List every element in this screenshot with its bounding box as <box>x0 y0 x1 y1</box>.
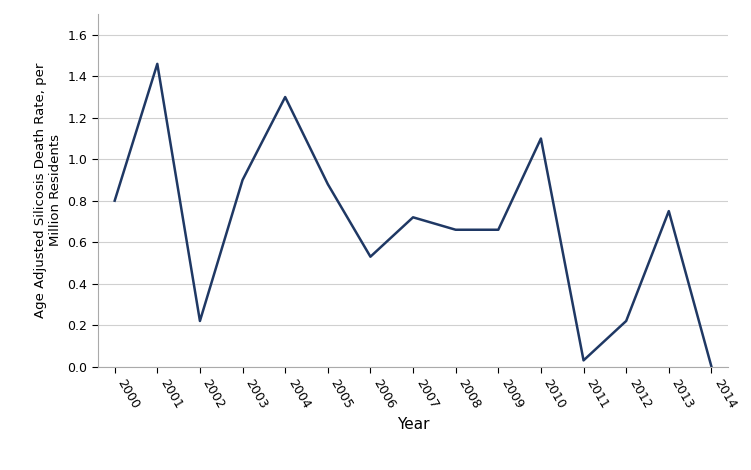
Y-axis label: Age Adjusted Silicosis Death Rate, per
Million Residents: Age Adjusted Silicosis Death Rate, per M… <box>34 63 62 318</box>
X-axis label: Year: Year <box>397 417 430 431</box>
